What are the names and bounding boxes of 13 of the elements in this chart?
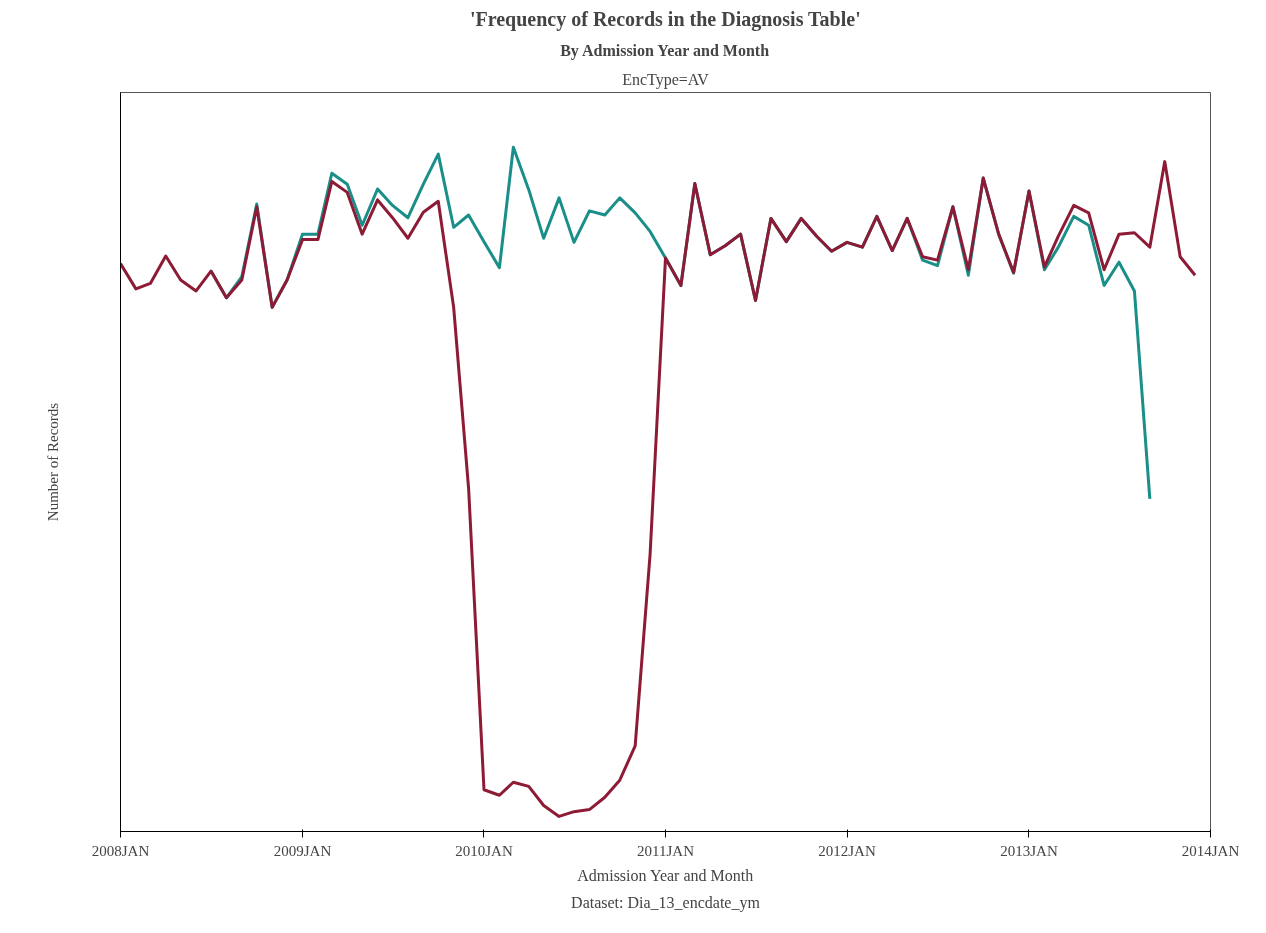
y-axis-title: Number of Records xyxy=(44,402,61,522)
text: EncType=AV xyxy=(622,70,710,89)
x-tick-label: 2008JAN xyxy=(91,842,150,859)
text: Dataset: Dia_13_encdate_ym xyxy=(571,893,761,912)
x-axis-title: Admission Year and Month xyxy=(577,866,754,884)
x-tick-label: 2009JAN xyxy=(273,842,332,859)
x-tick-label: 2014JAN xyxy=(1181,842,1240,859)
x-tick-label: 2013JAN xyxy=(1000,842,1058,859)
chart-title: 'Frequency of Records in the Diagnosis Table' xyxy=(469,7,861,31)
x-tick-label: 2012JAN xyxy=(818,842,876,859)
x-tick-label: 2011JAN xyxy=(637,842,695,859)
chart-subtitle: By Admission Year and Month xyxy=(560,41,770,60)
x-tick-label: 2010JAN xyxy=(455,842,513,859)
